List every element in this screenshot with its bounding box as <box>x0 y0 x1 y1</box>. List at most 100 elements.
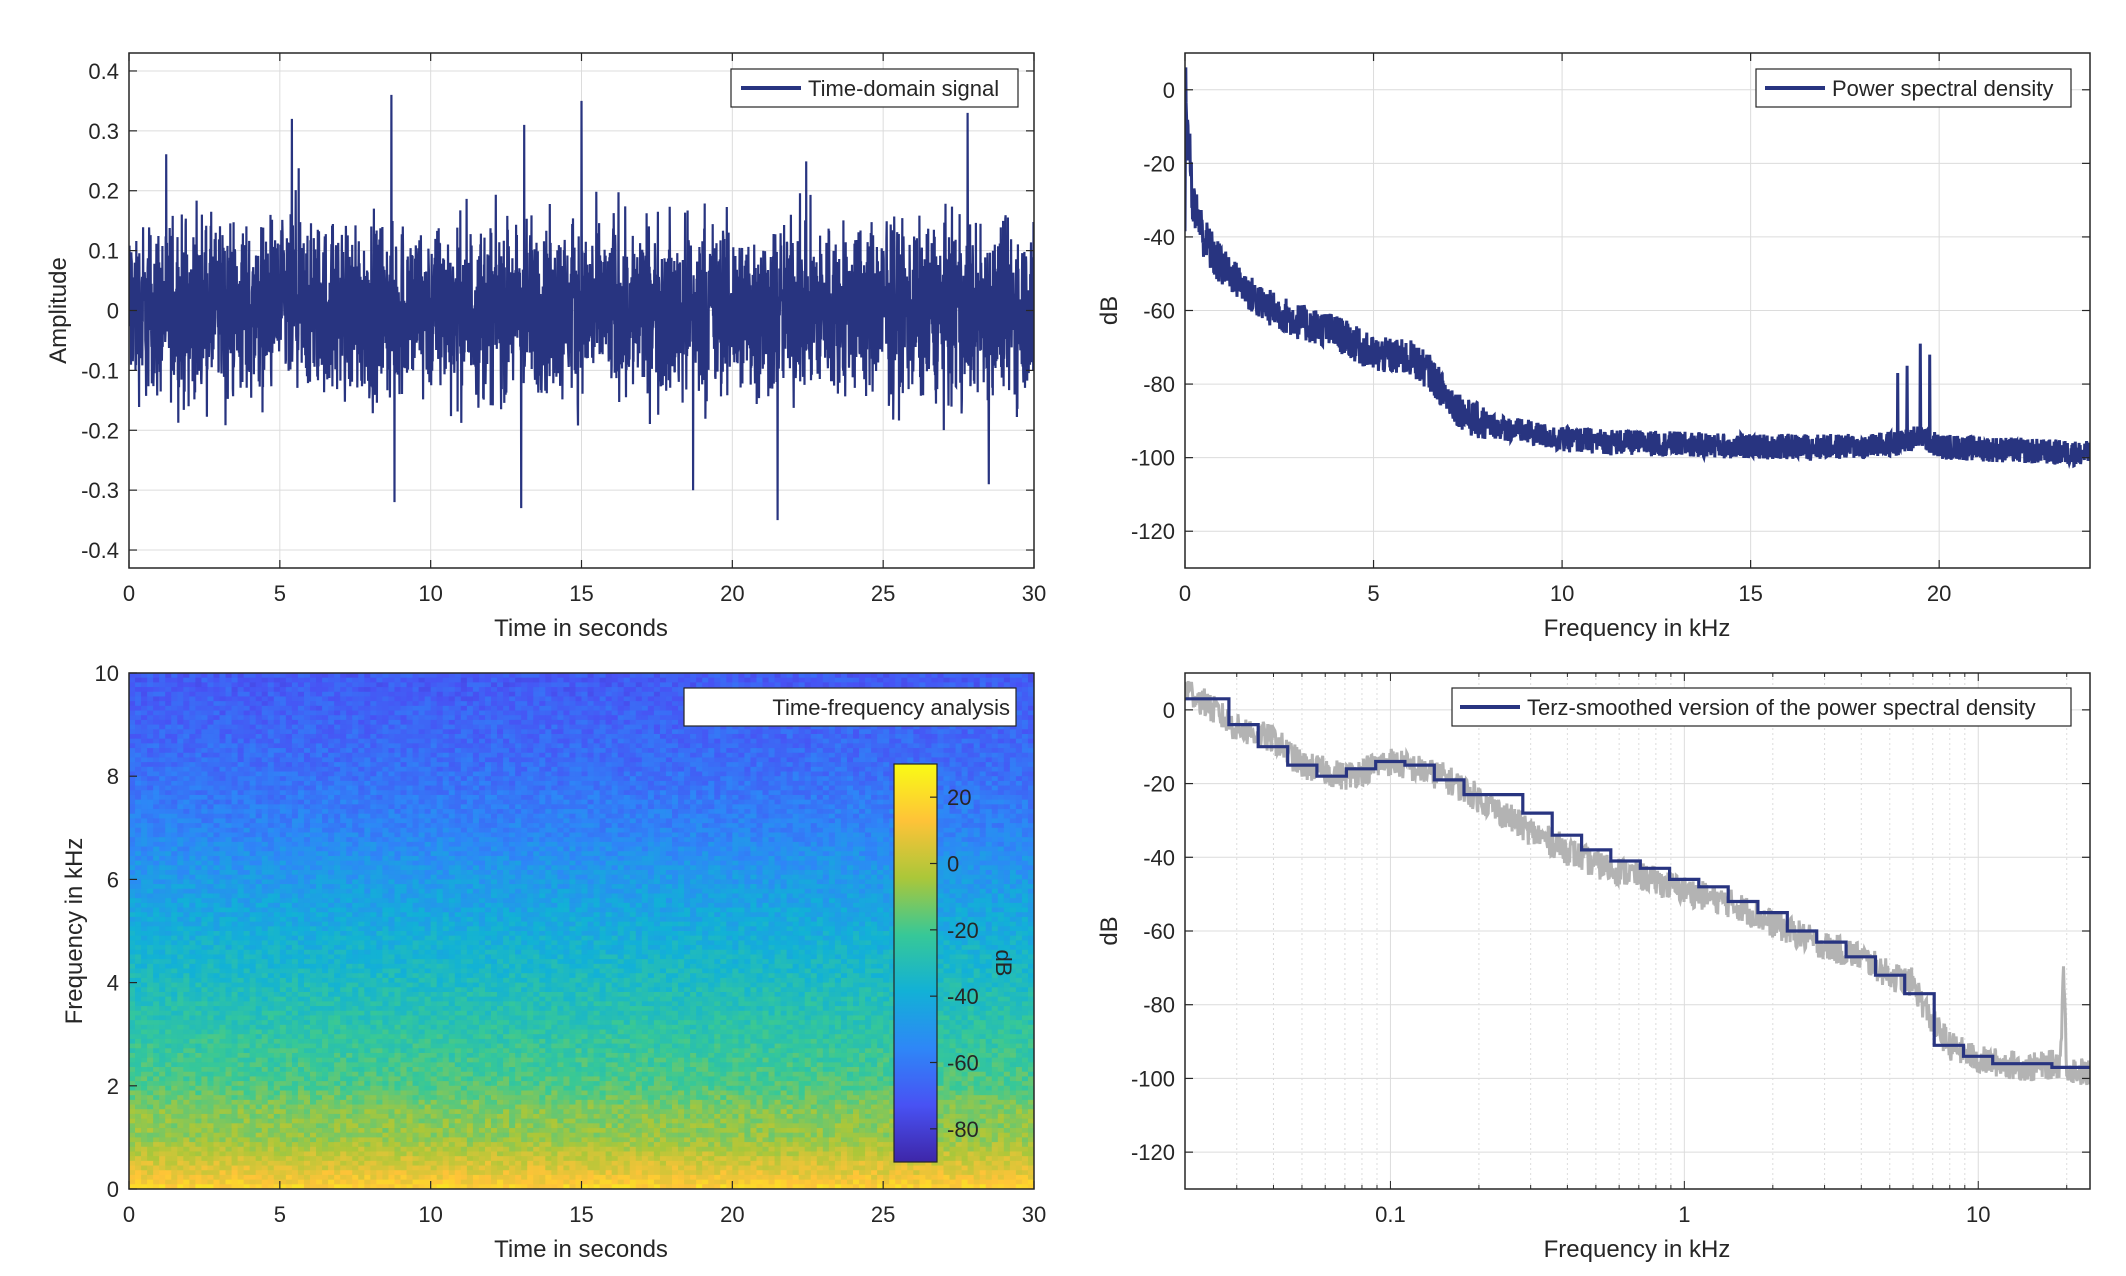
heatmap-cell <box>195 794 202 801</box>
heatmap-cell <box>1015 729 1023 735</box>
heatmap-cell <box>575 719 583 726</box>
heatmap-cell <box>599 799 607 805</box>
heatmap-cell <box>985 724 993 730</box>
heatmap-cell <box>937 743 945 749</box>
heatmap-cell <box>334 823 341 829</box>
heatmap-cell <box>491 762 498 768</box>
heatmap-cell <box>460 794 468 801</box>
heatmap-cell <box>545 780 552 787</box>
heatmap-cell <box>593 785 601 791</box>
heatmap-cell <box>484 733 492 740</box>
heatmap-cell <box>629 687 637 693</box>
heatmap-cell <box>177 785 184 791</box>
heatmap-cell <box>907 743 914 749</box>
heatmap-cell <box>774 780 782 787</box>
heatmap-cell <box>665 752 673 759</box>
heatmap-cell <box>328 771 335 777</box>
heatmap-cell <box>310 715 317 721</box>
heatmap-cell <box>358 673 365 679</box>
heatmap-cell <box>750 780 758 787</box>
heatmap-cell <box>279 733 287 740</box>
heatmap-cell <box>364 771 371 777</box>
heatmap-cell <box>871 733 878 740</box>
heatmap-cell <box>635 762 643 768</box>
heatmap-cell <box>497 771 504 777</box>
heatmap-cell <box>273 682 281 688</box>
heatmap-cell <box>605 799 613 805</box>
heatmap-cell <box>424 677 432 683</box>
heatmap-cell <box>261 752 269 759</box>
heatmap-cell <box>641 701 649 707</box>
heatmap-cell <box>346 799 353 805</box>
heatmap-cell <box>859 673 866 679</box>
heatmap-cell <box>316 790 323 796</box>
heatmap-cell <box>859 794 866 801</box>
heatmap-cell <box>183 738 190 744</box>
heatmap-cell <box>629 743 637 749</box>
heatmap-cell <box>533 738 540 744</box>
heatmap-cell <box>183 748 190 754</box>
heatmap-cell <box>430 804 438 810</box>
heatmap-cell <box>726 748 733 754</box>
heatmap-cell <box>641 771 649 777</box>
heatmap-cell <box>533 780 540 787</box>
heatmap-cell <box>1015 748 1023 754</box>
heatmap-cell <box>328 677 335 683</box>
heatmap-cell <box>853 724 860 730</box>
heatmap-cell <box>297 729 305 735</box>
heatmap-cell <box>153 691 160 698</box>
heatmap-cell <box>1015 738 1023 744</box>
heatmap-cell <box>569 743 577 749</box>
heatmap-cell <box>726 771 733 777</box>
heatmap-cell <box>141 729 148 735</box>
heatmap-cell <box>491 677 498 683</box>
heatmap-cell <box>593 682 601 688</box>
heatmap-cell <box>322 818 329 824</box>
heatmap-cell <box>611 743 619 749</box>
heatmap-cell <box>846 776 854 782</box>
heatmap-cell <box>388 809 396 815</box>
heatmap-cell <box>865 682 872 688</box>
heatmap-cell <box>400 804 408 810</box>
heatmap-cell <box>551 687 558 693</box>
y-tick-label: 0.3 <box>88 119 119 144</box>
heatmap-cell <box>273 804 281 810</box>
heatmap-cell <box>581 794 589 801</box>
heatmap-cell <box>575 724 583 730</box>
heatmap-cell <box>147 771 154 777</box>
heatmap-cell <box>418 790 426 796</box>
heatmap-cell <box>364 804 371 810</box>
heatmap-cell <box>527 743 534 749</box>
heatmap-cell <box>147 729 154 735</box>
heatmap-cell <box>454 673 462 679</box>
heatmap-cell <box>273 818 281 824</box>
heatmap-cell <box>267 809 275 815</box>
heatmap-cell <box>521 766 528 773</box>
heatmap-cell <box>720 804 727 810</box>
heatmap-cell <box>883 733 890 740</box>
heatmap-cell <box>907 724 914 730</box>
heatmap-cell <box>255 696 263 702</box>
heatmap-cell <box>569 719 577 726</box>
heatmap-cell <box>599 776 607 782</box>
heatmap-cell <box>726 766 733 773</box>
heatmap-cell <box>1015 799 1023 805</box>
heatmap-cell <box>840 724 848 730</box>
heatmap-cell <box>219 705 227 712</box>
heatmap-cell <box>967 733 975 740</box>
heatmap-cell <box>672 804 679 810</box>
heatmap-cell <box>231 752 239 759</box>
heatmap-cell <box>539 715 546 721</box>
heatmap-cell <box>587 701 595 707</box>
heatmap-cell <box>436 673 444 679</box>
heatmap-cell <box>569 696 577 702</box>
heatmap-cell <box>1021 780 1029 787</box>
heatmap-cell <box>370 710 377 716</box>
heatmap-cell <box>279 691 287 698</box>
heatmap-cell <box>370 738 377 744</box>
heatmap-cell <box>165 710 172 716</box>
heatmap-cell <box>684 776 691 782</box>
heatmap-cell <box>521 790 528 796</box>
heatmap-cell <box>352 743 359 749</box>
